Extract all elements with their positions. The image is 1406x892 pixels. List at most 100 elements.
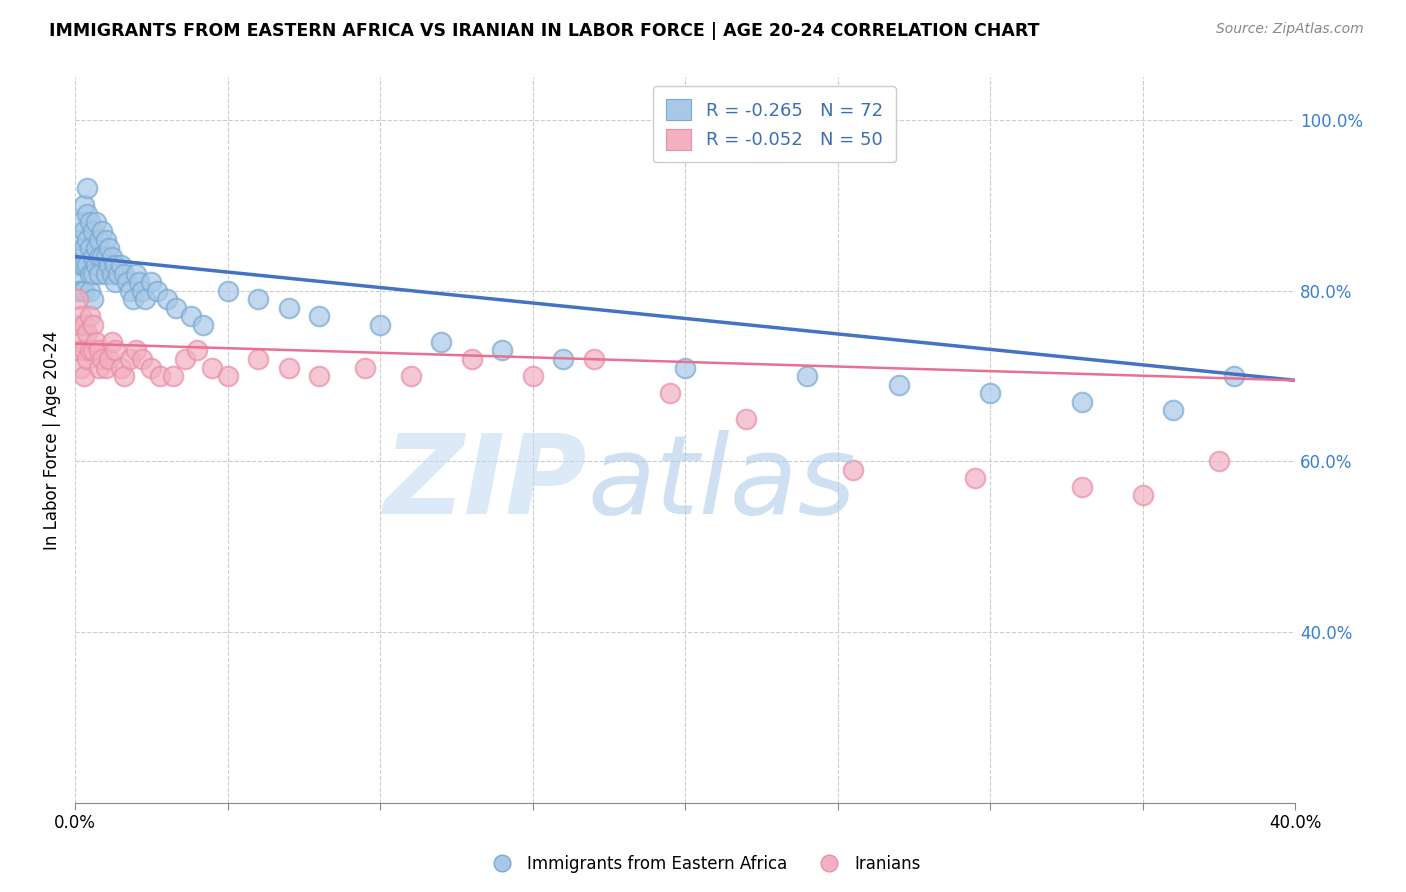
Point xyxy=(217,369,239,384)
Point xyxy=(1132,488,1154,502)
Point xyxy=(131,351,153,366)
Point xyxy=(277,301,299,315)
Point xyxy=(73,198,96,212)
Point xyxy=(79,215,101,229)
Point xyxy=(73,224,96,238)
Point xyxy=(201,360,224,375)
Point xyxy=(86,258,108,272)
Point xyxy=(70,334,93,349)
Point xyxy=(460,351,482,366)
Point xyxy=(86,215,108,229)
Point xyxy=(1070,480,1092,494)
Point xyxy=(73,318,96,332)
Point xyxy=(247,292,270,306)
Point xyxy=(82,224,104,238)
Point xyxy=(887,377,910,392)
Point xyxy=(180,310,202,324)
Legend: R = -0.265   N = 72, R = -0.052   N = 50: R = -0.265 N = 72, R = -0.052 N = 50 xyxy=(654,87,896,162)
Point xyxy=(82,343,104,358)
Point xyxy=(112,267,135,281)
Point xyxy=(76,326,98,341)
Point xyxy=(308,310,330,324)
Point xyxy=(118,351,141,366)
Point xyxy=(125,267,148,281)
Point xyxy=(979,386,1001,401)
Point xyxy=(247,351,270,366)
Point xyxy=(86,241,108,255)
Y-axis label: In Labor Force | Age 20-24: In Labor Force | Age 20-24 xyxy=(44,330,60,549)
Point xyxy=(1161,403,1184,417)
Point xyxy=(94,267,117,281)
Point xyxy=(82,292,104,306)
Point xyxy=(191,318,214,332)
Point xyxy=(110,258,132,272)
Point xyxy=(79,343,101,358)
Point xyxy=(353,360,375,375)
Point xyxy=(107,267,129,281)
Point xyxy=(115,275,138,289)
Point xyxy=(522,369,544,384)
Point xyxy=(97,351,120,366)
Point xyxy=(70,310,93,324)
Point xyxy=(82,267,104,281)
Point xyxy=(70,258,93,272)
Point xyxy=(94,360,117,375)
Point xyxy=(146,284,169,298)
Point xyxy=(104,258,127,272)
Text: Source: ZipAtlas.com: Source: ZipAtlas.com xyxy=(1216,22,1364,37)
Point xyxy=(1070,394,1092,409)
Point xyxy=(76,181,98,195)
Point xyxy=(104,275,127,289)
Point xyxy=(82,250,104,264)
Point xyxy=(76,233,98,247)
Point xyxy=(368,318,391,332)
Point xyxy=(79,284,101,298)
Point xyxy=(149,369,172,384)
Point xyxy=(122,292,145,306)
Point xyxy=(89,250,111,264)
Point xyxy=(79,241,101,255)
Point xyxy=(118,284,141,298)
Point xyxy=(217,284,239,298)
Point xyxy=(141,360,163,375)
Point xyxy=(131,284,153,298)
Point xyxy=(491,343,513,358)
Point xyxy=(186,343,208,358)
Point xyxy=(79,267,101,281)
Point xyxy=(100,250,122,264)
Point xyxy=(89,267,111,281)
Point xyxy=(963,471,986,485)
Point xyxy=(842,463,865,477)
Point xyxy=(551,351,574,366)
Point xyxy=(155,292,177,306)
Point xyxy=(70,360,93,375)
Point xyxy=(104,343,127,358)
Point xyxy=(91,250,114,264)
Point xyxy=(125,343,148,358)
Point xyxy=(73,258,96,272)
Point xyxy=(73,241,96,255)
Point xyxy=(91,224,114,238)
Point xyxy=(165,301,187,315)
Point xyxy=(97,241,120,255)
Point xyxy=(110,360,132,375)
Point xyxy=(76,207,98,221)
Point xyxy=(97,258,120,272)
Point xyxy=(673,360,696,375)
Point xyxy=(112,369,135,384)
Point xyxy=(173,351,195,366)
Point xyxy=(89,360,111,375)
Point xyxy=(67,318,90,332)
Point xyxy=(70,233,93,247)
Point xyxy=(277,360,299,375)
Point xyxy=(70,215,93,229)
Text: atlas: atlas xyxy=(588,430,856,537)
Point xyxy=(100,267,122,281)
Point xyxy=(76,258,98,272)
Point xyxy=(79,310,101,324)
Point xyxy=(430,334,453,349)
Point xyxy=(91,351,114,366)
Point xyxy=(735,411,758,425)
Point xyxy=(82,318,104,332)
Legend: Immigrants from Eastern Africa, Iranians: Immigrants from Eastern Africa, Iranians xyxy=(479,848,927,880)
